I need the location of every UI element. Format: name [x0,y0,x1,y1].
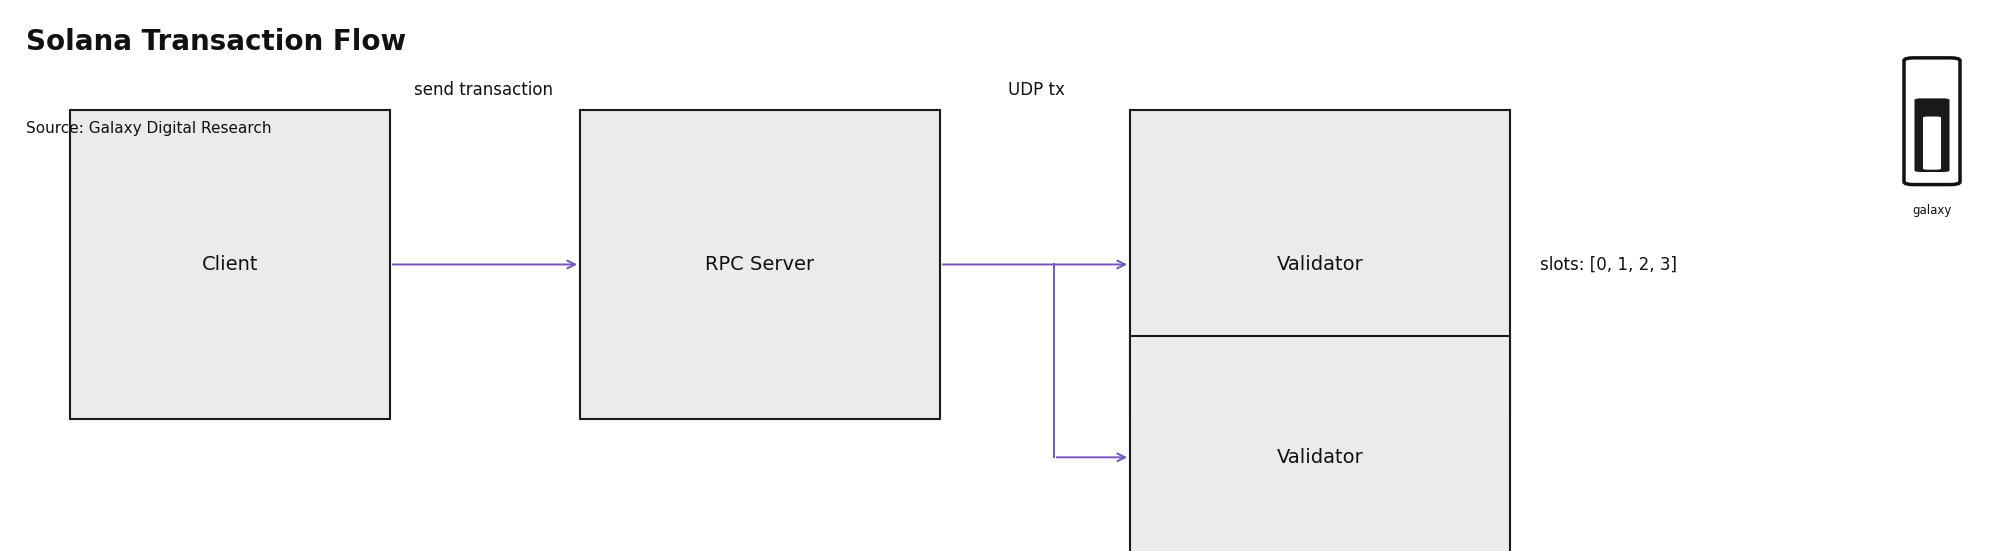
Text: UDP tx: UDP tx [1008,81,1064,99]
Bar [70,110,390,419]
Text: Solana Transaction Flow: Solana Transaction Flow [26,28,406,56]
Bar [580,110,940,419]
Bar [1130,110,1510,419]
Text: RPC Server: RPC Server [706,255,814,274]
Text: send transaction: send transaction [414,81,554,99]
FancyBboxPatch shape [1904,58,1960,185]
Text: Validator: Validator [1276,448,1364,467]
Text: Client: Client [202,255,258,274]
Text: galaxy: galaxy [1912,204,1952,217]
FancyBboxPatch shape [1922,117,1942,170]
Text: slots: [0, 1, 2, 3]: slots: [0, 1, 2, 3] [1540,256,1676,273]
Text: Source: Galaxy Digital Research: Source: Galaxy Digital Research [26,121,272,136]
Bar [1130,336,1510,551]
FancyBboxPatch shape [1914,99,1950,172]
Text: Validator: Validator [1276,255,1364,274]
